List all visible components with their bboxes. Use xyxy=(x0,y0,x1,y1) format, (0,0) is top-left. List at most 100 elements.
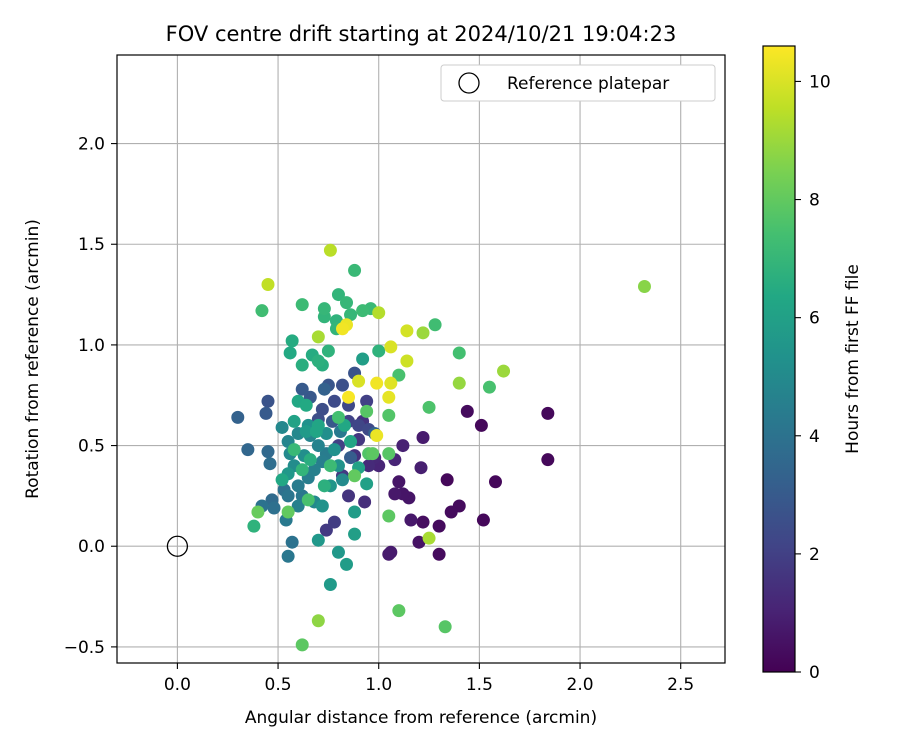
data-point xyxy=(247,519,261,533)
legend-label: Reference platepar xyxy=(507,74,669,94)
data-point xyxy=(474,418,488,432)
data-point xyxy=(541,453,555,467)
data-point xyxy=(342,489,356,503)
data-point xyxy=(342,390,356,404)
data-point xyxy=(352,418,366,432)
x-tick-label: 1.5 xyxy=(466,675,493,695)
data-point xyxy=(255,304,269,318)
x-axis-label: Angular distance from reference (arcmin) xyxy=(245,708,597,728)
data-point xyxy=(400,324,414,338)
data-point xyxy=(335,473,349,487)
colorbar-tick-label: 4 xyxy=(809,427,820,447)
colorbar-tick-label: 2 xyxy=(809,545,820,565)
legend-box xyxy=(440,64,716,102)
reference-marker xyxy=(166,535,189,557)
data-point xyxy=(323,243,337,257)
data-point xyxy=(263,457,277,471)
data-point xyxy=(452,346,466,360)
data-point xyxy=(392,368,406,382)
data-point xyxy=(311,614,325,628)
chart-title: FOV centre drift starting at 2024/10/21 … xyxy=(166,22,677,46)
data-point xyxy=(231,410,245,424)
x-tick-label: 2.5 xyxy=(667,675,694,695)
data-point xyxy=(331,288,345,302)
data-point xyxy=(356,304,370,318)
data-point xyxy=(432,547,446,561)
y-tick-label: 0.0 xyxy=(78,537,105,557)
data-point xyxy=(384,376,398,390)
data-point xyxy=(261,394,275,408)
data-point xyxy=(372,344,386,358)
data-point xyxy=(261,278,275,292)
data-point xyxy=(299,424,313,438)
data-point xyxy=(315,402,329,416)
data-point xyxy=(412,535,426,549)
data-point xyxy=(392,604,406,618)
data-point xyxy=(422,400,436,414)
colorbar-tick-label: 0 xyxy=(809,663,820,683)
x-tick-label: 0.5 xyxy=(265,675,292,695)
colorbar-gradient xyxy=(762,45,796,673)
data-point xyxy=(275,420,289,434)
data-point xyxy=(382,509,396,523)
data-point xyxy=(432,519,446,533)
data-point xyxy=(440,473,454,487)
data-point xyxy=(281,489,295,503)
data-point xyxy=(323,577,337,591)
data-point xyxy=(311,533,325,547)
data-point xyxy=(416,431,430,445)
data-point xyxy=(317,382,331,396)
data-point xyxy=(259,406,273,420)
data-point xyxy=(327,443,341,457)
y-tick-label: 1.5 xyxy=(78,235,105,255)
data-point xyxy=(281,549,295,563)
data-point xyxy=(348,263,362,277)
data-point xyxy=(452,376,466,390)
data-points xyxy=(231,243,651,652)
data-point xyxy=(315,499,329,513)
y-tick-label: 0.5 xyxy=(78,437,105,457)
data-point xyxy=(267,501,281,515)
data-point xyxy=(344,308,358,322)
data-point xyxy=(295,298,309,312)
data-point xyxy=(327,515,341,529)
data-point xyxy=(319,426,333,440)
data-point xyxy=(392,475,406,489)
grid-lines xyxy=(117,55,725,663)
data-point xyxy=(356,352,370,366)
data-point xyxy=(327,394,341,408)
legend-marker-icon xyxy=(458,72,480,94)
data-point xyxy=(340,557,354,571)
data-point xyxy=(335,378,349,392)
colorbar-label: Hours from first FF file xyxy=(843,264,863,454)
data-point xyxy=(382,408,396,422)
data-point xyxy=(311,330,325,344)
data-point xyxy=(352,374,366,388)
data-point xyxy=(360,404,374,418)
data-point xyxy=(283,346,297,360)
data-point xyxy=(241,443,255,457)
data-point xyxy=(321,344,335,358)
y-axis-ticks: −0.5 0.0 0.5 1.0 1.5 2.0 xyxy=(64,135,117,658)
data-point xyxy=(317,479,331,493)
data-point xyxy=(370,376,384,390)
data-point xyxy=(422,531,436,545)
data-point xyxy=(396,439,410,453)
data-point xyxy=(428,318,442,332)
data-point xyxy=(287,443,301,457)
data-point xyxy=(382,447,396,461)
data-point xyxy=(362,459,376,473)
data-point xyxy=(291,499,305,513)
plot-frame xyxy=(116,54,726,664)
data-point xyxy=(307,463,321,477)
data-point xyxy=(251,505,265,519)
data-point xyxy=(309,424,323,438)
data-point xyxy=(291,479,305,493)
data-point xyxy=(331,410,345,424)
y-tick-label: −0.5 xyxy=(64,638,105,658)
data-point xyxy=(285,535,299,549)
data-point xyxy=(287,414,301,428)
data-point xyxy=(340,296,354,310)
colorbar: 0 2 4 6 8 10 Hours from first FF file xyxy=(762,45,863,683)
